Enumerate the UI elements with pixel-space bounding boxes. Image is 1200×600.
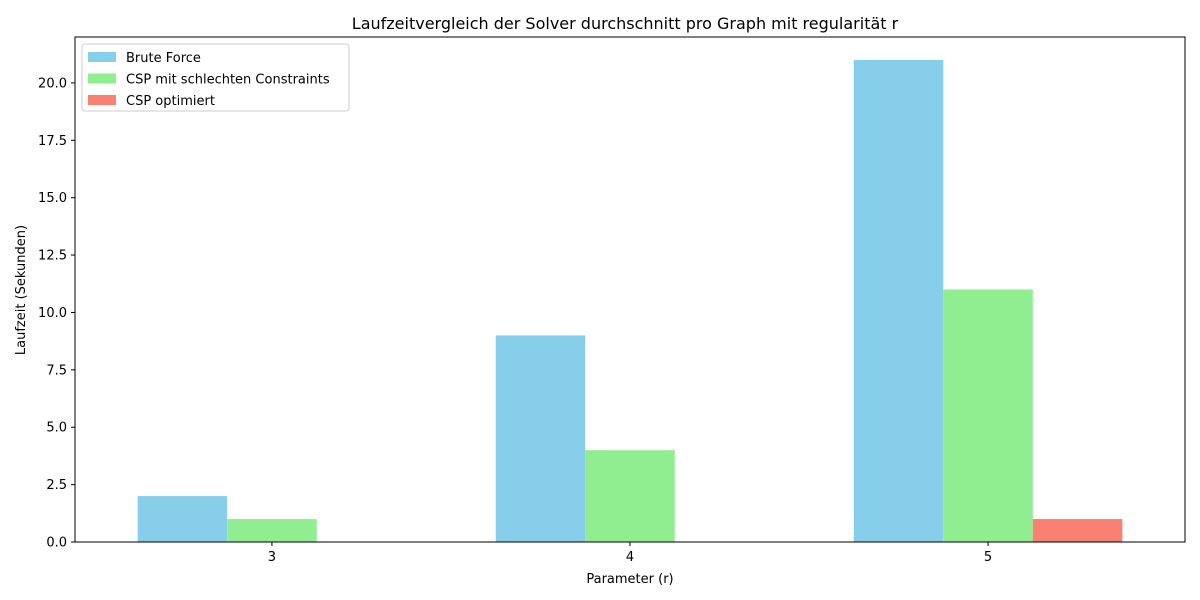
x-axis: 3 4 5 [268,542,992,565]
bar-csp-optimiert-r5 [1032,519,1123,542]
x-tick-label: 3 [268,550,276,565]
legend-label: Brute Force [126,51,201,66]
y-tick-label: 20.0 [38,76,67,91]
legend-label: CSP mit schlechten Constraints [126,73,330,88]
bars-group [137,59,1123,543]
bar-csp-mit-schlechten-constraints-r4 [585,450,675,542]
y-tick-label: 10.0 [38,306,67,321]
legend-swatch [88,95,116,105]
legend: Brute Force CSP mit schlechten Constraint… [81,43,350,112]
y-tick-label: 12.5 [38,249,67,264]
bar-brute-force-r3 [137,496,228,542]
x-tick-label: 4 [626,550,634,565]
y-axis-label: Laufzeit (Sekunden) [14,225,29,355]
bar-csp-mit-schlechten-constraints-r3 [227,519,317,542]
chart-title: Laufzeitvergleich der Solver durchschnit… [352,14,899,33]
legend-label: CSP optimiert [126,94,215,109]
x-tick-label: 5 [984,550,992,565]
y-tick-label: 2.5 [46,478,67,493]
bar-csp-mit-schlechten-constraints-r5 [943,289,1033,542]
bar-brute-force-r4 [495,335,586,542]
y-axis: 0.0 2.5 5.0 7.5 10.0 12.5 15.0 17.5 20.0 [38,76,75,551]
bar-brute-force-r5 [853,59,944,543]
y-tick-label: 17.5 [38,134,67,149]
y-tick-label: 0.0 [46,536,67,551]
legend-swatch [88,73,116,84]
legend-swatch [88,52,116,62]
y-tick-label: 5.0 [46,421,67,436]
y-tick-label: 7.5 [46,363,67,378]
legend-box [81,43,350,112]
x-axis-label: Parameter (r) [586,572,673,587]
y-tick-label: 15.0 [38,191,67,206]
